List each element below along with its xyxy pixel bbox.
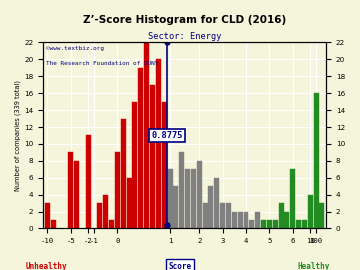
Bar [296,220,301,228]
Bar [174,186,178,228]
Bar [255,212,260,228]
Bar [243,212,248,228]
Bar [232,212,237,228]
Bar [226,203,231,228]
Bar [273,220,278,228]
Bar [203,203,208,228]
Text: Healthy: Healthy [297,262,329,270]
Bar [214,178,219,228]
Bar [302,220,307,228]
Bar [197,161,202,228]
Bar [150,85,155,228]
Bar [103,195,108,228]
Text: Sector: Energy: Sector: Energy [148,32,221,40]
Bar [319,203,324,228]
Bar [314,93,319,228]
Bar [191,169,196,228]
Bar [162,102,167,228]
Text: ©www.textbiz.org: ©www.textbiz.org [46,46,104,51]
Bar [51,220,56,228]
Bar [144,42,149,228]
Bar [238,212,243,228]
Bar [290,169,295,228]
Bar [185,169,190,228]
Bar [208,186,213,228]
Bar [261,220,266,228]
Bar [109,220,114,228]
Text: The Research Foundation of SUNY: The Research Foundation of SUNY [46,61,158,66]
Y-axis label: Number of companies (339 total): Number of companies (339 total) [15,80,22,191]
Bar [167,169,172,228]
Bar [156,59,161,228]
Bar [121,119,126,228]
Bar [68,152,73,228]
Bar [115,152,120,228]
Bar [284,212,289,228]
Bar [220,203,225,228]
Bar [267,220,272,228]
Bar [86,136,91,228]
Bar [179,152,184,228]
Bar [138,68,143,228]
Bar [308,195,313,228]
Bar [127,178,132,228]
Bar [98,203,102,228]
Bar [74,161,79,228]
Title: Z’-Score Histogram for CLD (2016): Z’-Score Histogram for CLD (2016) [83,15,286,25]
Bar [45,203,50,228]
Text: 0.8775: 0.8775 [151,131,183,140]
Text: Unhealthy: Unhealthy [26,262,68,270]
Bar [132,102,138,228]
Bar [249,220,254,228]
Text: Score: Score [168,262,192,270]
Bar [279,203,284,228]
